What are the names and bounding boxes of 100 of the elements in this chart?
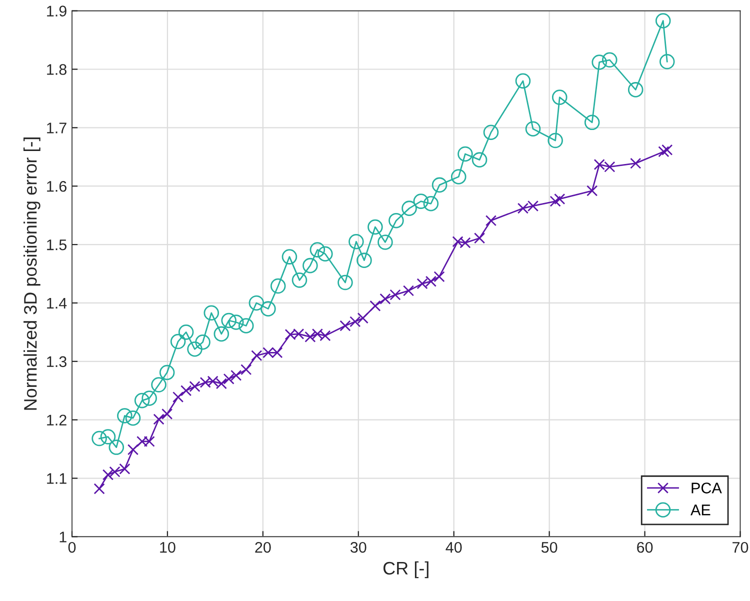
point	[402, 285, 414, 296]
point	[180, 385, 192, 396]
point	[350, 316, 361, 328]
x-tick-label: 30	[350, 542, 366, 553]
point	[292, 272, 308, 288]
y-tick-label: 1.4	[47, 298, 67, 309]
point	[338, 274, 353, 290]
x-axis-title: CR [-]	[383, 561, 428, 578]
point	[548, 132, 563, 148]
point	[94, 483, 105, 494]
point	[450, 169, 466, 184]
point	[92, 430, 107, 446]
point	[117, 408, 132, 424]
point	[221, 312, 236, 328]
point	[270, 278, 286, 294]
point	[348, 234, 364, 250]
x-tick-label: 0	[68, 542, 76, 553]
point	[658, 146, 670, 158]
point	[195, 334, 210, 350]
point	[458, 146, 473, 162]
point	[662, 144, 673, 156]
point	[472, 152, 488, 168]
point	[602, 52, 618, 68]
point	[172, 391, 184, 403]
point	[586, 185, 598, 196]
point	[153, 414, 164, 425]
point	[356, 252, 372, 268]
point	[368, 219, 383, 235]
point	[655, 13, 671, 28]
point	[432, 177, 448, 193]
y-axis-title: Normalized 3D positioning error [-]	[24, 138, 40, 410]
point	[238, 318, 254, 334]
point	[318, 246, 333, 262]
point	[659, 54, 675, 70]
point	[388, 212, 404, 228]
point	[170, 334, 186, 350]
x-tick-label: 70	[732, 542, 748, 553]
legend-label: PCA	[692, 482, 722, 494]
point	[260, 301, 276, 316]
point	[380, 293, 391, 304]
point	[485, 215, 497, 226]
point	[310, 242, 326, 258]
point	[552, 90, 568, 105]
y-tick-label: 1.6	[47, 180, 66, 192]
point	[434, 271, 445, 282]
point	[584, 114, 600, 130]
point	[370, 300, 381, 312]
x-tick-label: 40	[446, 542, 462, 553]
point	[162, 408, 173, 420]
point	[142, 390, 157, 406]
legend-label: AE	[690, 504, 710, 516]
point	[159, 364, 175, 380]
point	[423, 196, 439, 212]
x-tick-label: 20	[255, 542, 271, 553]
point	[100, 429, 116, 444]
y-tick-label: 1.3	[47, 356, 66, 368]
point	[240, 364, 252, 376]
point	[592, 54, 607, 70]
point	[357, 312, 368, 324]
point	[214, 326, 230, 342]
point	[189, 380, 200, 392]
point	[628, 82, 644, 98]
point	[251, 350, 262, 362]
point	[302, 258, 318, 274]
y-tick-label: 1.2	[47, 414, 66, 426]
point	[134, 392, 150, 408]
x-tick-label: 50	[541, 542, 558, 553]
point	[282, 249, 298, 264]
point	[127, 444, 139, 456]
x-tick-label: 60	[637, 542, 653, 553]
point	[630, 158, 642, 169]
point	[125, 410, 141, 426]
y-tick-label: 1.7	[47, 122, 66, 134]
y-tick-label: 1.8	[47, 64, 66, 75]
y-tick-label: 1	[60, 532, 66, 542]
point	[178, 324, 194, 340]
point	[304, 331, 316, 342]
point	[228, 314, 244, 330]
point	[187, 341, 202, 357]
x-tick-label: 10	[160, 542, 176, 553]
point	[483, 124, 499, 140]
point	[474, 232, 486, 244]
point	[390, 289, 401, 300]
point	[515, 73, 531, 89]
point	[230, 370, 242, 381]
y-tick-label: 1.1	[47, 473, 66, 484]
y-tick-label: 1.5	[47, 240, 66, 250]
point	[413, 194, 429, 209]
point	[108, 440, 124, 455]
point	[248, 295, 264, 311]
y-tick-label: 1.9	[47, 6, 66, 17]
point	[223, 373, 234, 384]
point	[402, 200, 417, 216]
point	[525, 121, 541, 136]
point	[204, 305, 220, 321]
point	[554, 193, 566, 205]
point	[102, 469, 114, 480]
point	[550, 196, 561, 207]
point	[151, 377, 166, 392]
point	[378, 234, 393, 250]
